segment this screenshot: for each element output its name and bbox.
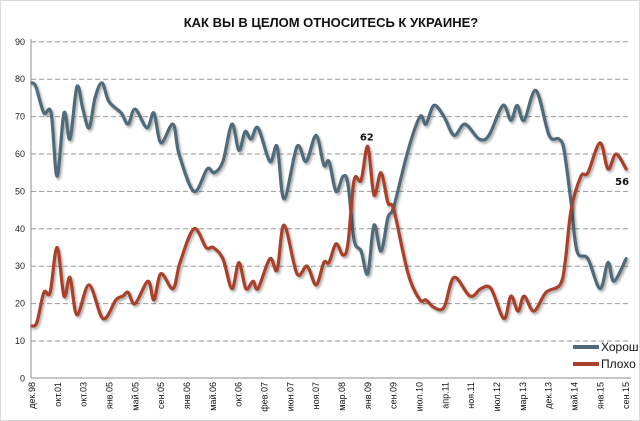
y-tick-label: 70 xyxy=(15,112,25,122)
legend-label-good: Хорошо xyxy=(601,340,640,354)
x-tick-label: апр.11 xyxy=(440,382,450,409)
y-tick-label: 40 xyxy=(15,224,25,234)
x-tick-label: янв.15 xyxy=(595,382,605,409)
x-tick-label: дек.98 xyxy=(27,382,37,409)
x-tick-label: июл.10 xyxy=(414,382,424,411)
chart-title: КАК ВЫ В ЦЕЛОМ ОТНОСИТЕСЬ К УКРАИНЕ? xyxy=(184,15,479,30)
x-tick-label: янв.06 xyxy=(182,382,192,409)
y-axis-ticks: 0 10 20 30 40 50 60 70 80 90 xyxy=(15,37,25,384)
y-tick-label: 60 xyxy=(15,149,25,159)
legend-item-bad: Плохо xyxy=(573,357,636,371)
y-tick-label: 80 xyxy=(15,74,25,84)
series-line-good xyxy=(30,81,628,291)
y-tick-label: 0 xyxy=(20,373,25,383)
x-tick-label: май.14 xyxy=(569,382,579,411)
x-tick-label: окт.01 xyxy=(53,382,63,407)
y-tick-label: 90 xyxy=(15,37,25,47)
y-tick-label: 10 xyxy=(15,336,25,346)
x-axis-ticks: дек.98 окт.01 окт.03 янв.05 май.05 сен.05 янв.… xyxy=(27,382,631,412)
x-tick-label: мар.08 xyxy=(337,382,347,411)
y-tick-label: 50 xyxy=(15,186,25,196)
data-label: 56 xyxy=(615,177,629,188)
data-label: 62 xyxy=(360,133,374,144)
series-lines xyxy=(30,81,628,328)
x-tick-label: янв.05 xyxy=(104,382,114,409)
x-tick-label: ноя.11 xyxy=(466,382,476,409)
x-tick-label: май.05 xyxy=(130,382,140,411)
x-tick-label: дек.13 xyxy=(544,382,554,409)
legend-label-bad: Плохо xyxy=(601,357,636,371)
y-tick-label: 20 xyxy=(15,299,25,309)
x-tick-label: сен.05 xyxy=(156,382,166,409)
x-tick-label: июл.12 xyxy=(492,382,502,411)
x-tick-label: янв.09 xyxy=(363,382,373,409)
x-tick-label: ноя.07 xyxy=(311,382,321,409)
data-labels: 62 56 xyxy=(360,133,629,188)
x-tick-label: сен.15 xyxy=(621,382,631,409)
x-tick-label: фев.07 xyxy=(259,382,269,412)
series-line-bad xyxy=(30,141,628,328)
x-tick-label: сен.09 xyxy=(389,382,399,409)
x-tick-label: окт.06 xyxy=(234,382,244,407)
x-tick-label: окт.03 xyxy=(79,382,89,407)
x-tick-label: май.06 xyxy=(208,382,218,411)
legend-item-good: Хорошо xyxy=(573,340,640,354)
y-tick-label: 30 xyxy=(15,261,25,271)
x-tick-label: июн.07 xyxy=(285,382,295,411)
x-tick-label: мар.13 xyxy=(518,382,528,411)
legend: Хорошо Плохо xyxy=(573,340,640,371)
